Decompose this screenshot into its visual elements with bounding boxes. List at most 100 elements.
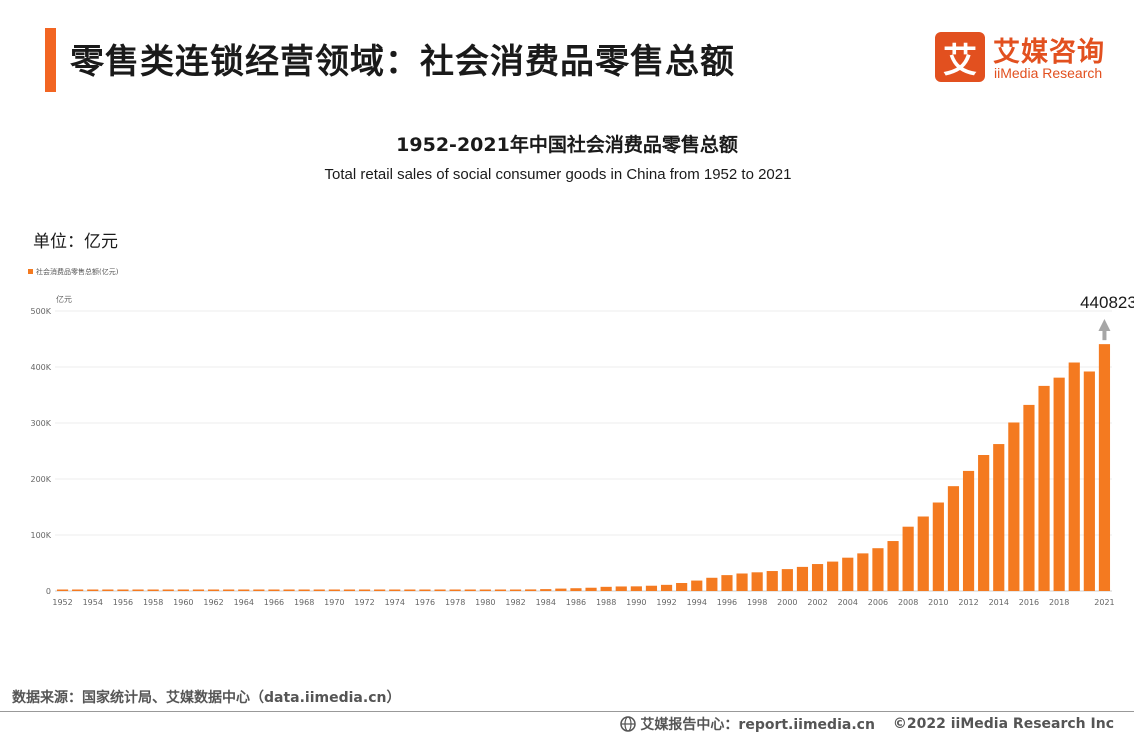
bar xyxy=(736,573,748,591)
x-tick-label: 1988 xyxy=(596,598,616,607)
bar xyxy=(751,572,763,591)
annotation-arrow-shaft xyxy=(1102,331,1107,341)
bar xyxy=(645,585,658,591)
bar xyxy=(313,589,325,591)
chart-title: 1952-2021年中国社会消费品零售总额 xyxy=(396,134,738,156)
bar xyxy=(555,588,567,591)
chart-subtitle: Total retail sales of social consumer go… xyxy=(324,166,792,183)
footer-right: 艾媒报告中心：report.iimedia.cn ©2022 iiMedia R… xyxy=(620,714,1114,734)
y-tick-label: 500K xyxy=(30,307,51,316)
x-tick-label: 1992 xyxy=(656,598,676,607)
bar xyxy=(887,541,899,591)
x-tick-label: 2010 xyxy=(928,598,948,607)
x-tick-label: 2018 xyxy=(1049,598,1069,607)
title-accent-bar xyxy=(45,28,56,92)
x-tick-label: 1984 xyxy=(536,598,556,607)
bar xyxy=(87,589,99,591)
x-tick-label: 2012 xyxy=(958,598,978,607)
x-tick-label: 2014 xyxy=(989,598,1009,607)
bar xyxy=(585,587,597,591)
bar xyxy=(706,577,718,591)
bar xyxy=(268,589,280,591)
x-tick-label: 1962 xyxy=(203,598,223,607)
bar xyxy=(781,569,793,591)
legend-swatch xyxy=(28,269,33,274)
logo-english-name: iiMedia Research xyxy=(994,65,1103,81)
x-tick-label: 1958 xyxy=(143,598,163,607)
bar xyxy=(404,589,416,591)
bars xyxy=(56,344,1111,591)
x-tick-label: 2002 xyxy=(807,598,827,607)
bar xyxy=(691,580,703,591)
x-tick-label: 1996 xyxy=(717,598,737,607)
y-tick-label: 300K xyxy=(30,419,51,428)
x-tick-label: 1978 xyxy=(445,598,465,607)
logo-mark: 艾 xyxy=(935,32,985,82)
legend: 社会消费品零售总额(亿元) xyxy=(28,267,119,276)
x-tick-label: 1968 xyxy=(294,598,314,607)
bar xyxy=(419,589,431,591)
bar xyxy=(811,564,824,591)
iimedia-logo: 艾 艾媒咨询 iiMedia Research xyxy=(935,32,1115,87)
bar xyxy=(238,589,250,591)
bar xyxy=(117,589,129,591)
x-tick-label: 1998 xyxy=(747,598,767,607)
y-tick-label: 100K xyxy=(30,531,51,540)
bar xyxy=(72,589,84,591)
bar xyxy=(796,566,809,591)
y-tick-label: 0 xyxy=(46,587,51,596)
x-tick-label: 1954 xyxy=(83,598,103,607)
x-tick-label: 1976 xyxy=(415,598,435,607)
bar xyxy=(162,589,174,591)
bar xyxy=(1038,385,1050,591)
x-tick-label: 2008 xyxy=(898,598,918,607)
bar xyxy=(827,561,839,591)
bar xyxy=(389,589,401,591)
x-tick-label: 1960 xyxy=(173,598,193,607)
bar xyxy=(600,586,612,591)
x-tick-label: 1980 xyxy=(475,598,495,607)
bar xyxy=(721,575,733,591)
y-tick-label: 200K xyxy=(30,475,51,484)
bar xyxy=(102,589,114,591)
bar xyxy=(842,557,854,591)
y-axis-ticks: 0 100K 200K 300K 400K 500K 亿元 xyxy=(30,294,72,596)
bar xyxy=(978,455,990,591)
y-tick-label: 400K xyxy=(30,363,51,372)
bar xyxy=(872,548,884,591)
bar xyxy=(479,589,491,591)
x-tick-label: 1974 xyxy=(385,598,405,607)
bar xyxy=(766,571,778,591)
bar xyxy=(298,589,310,591)
bar xyxy=(253,589,265,591)
bar xyxy=(1098,344,1111,591)
report-site-link[interactable]: 艾媒报告中心：report.iimedia.cn xyxy=(640,717,875,733)
bar xyxy=(857,553,869,591)
x-tick-label: 1966 xyxy=(264,598,284,607)
x-tick-label: 2006 xyxy=(868,598,888,607)
annotation-arrow-head xyxy=(1098,319,1111,331)
annotation: 440823 xyxy=(1080,293,1134,341)
bar xyxy=(615,586,627,591)
bar xyxy=(449,589,461,591)
retail-sales-bar-chart: 0 100K 200K 300K 400K 500K 亿元 1952 1954 1956 1958… xyxy=(28,267,1134,607)
bar xyxy=(660,584,673,591)
bar xyxy=(902,526,914,591)
bar xyxy=(570,588,582,591)
unit-label: 单位：亿元 xyxy=(33,232,118,252)
bar xyxy=(283,589,295,591)
x-tick-label: 1956 xyxy=(113,598,133,607)
globe-icon xyxy=(620,716,637,732)
x-tick-label: 2016 xyxy=(1019,598,1039,607)
bar xyxy=(993,444,1005,591)
bar xyxy=(540,589,552,591)
bar xyxy=(434,589,446,591)
x-tick-label: 1986 xyxy=(566,598,586,607)
x-tick-label: 1952 xyxy=(52,598,72,607)
x-tick-label: 1970 xyxy=(324,598,344,607)
bar xyxy=(177,589,189,591)
bar xyxy=(1068,362,1080,591)
page-title: 零售类连锁经营领域：社会消费品零售总额 xyxy=(70,42,735,82)
annotation-label: 440823 xyxy=(1080,293,1134,312)
x-tick-label: 2021 xyxy=(1094,598,1114,607)
